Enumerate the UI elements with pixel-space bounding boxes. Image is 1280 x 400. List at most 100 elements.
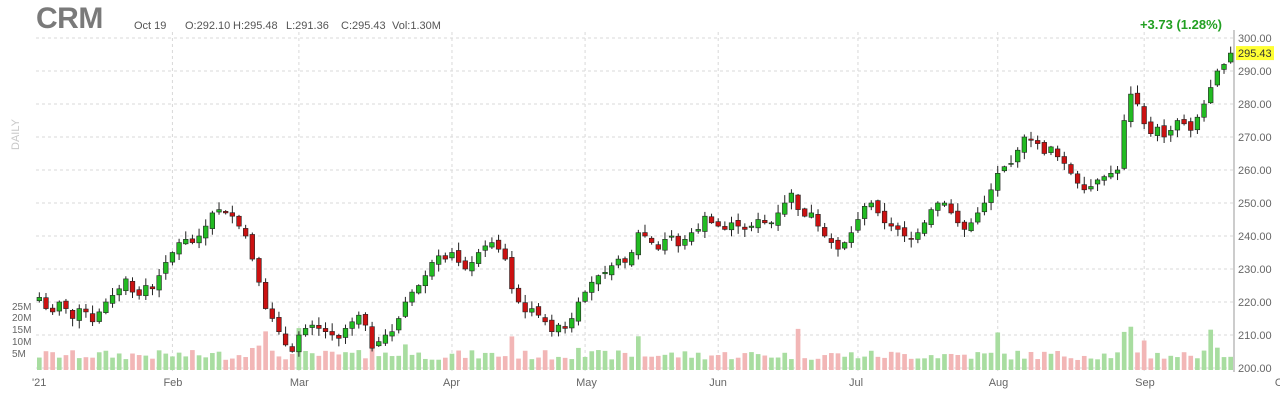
- volume-bar: [1168, 355, 1174, 370]
- candle-body: [875, 200, 881, 214]
- candle-body: [1101, 176, 1107, 181]
- volume-bar: [1095, 359, 1100, 370]
- volume-bar: [469, 350, 475, 370]
- volume-bar: [1048, 353, 1054, 370]
- candle-body: [1088, 186, 1094, 190]
- x-tick-label: Jul: [849, 377, 863, 389]
- volume-bar: [762, 355, 768, 370]
- candle-body: [1108, 173, 1114, 178]
- ohlc-date: Oct 19: [134, 20, 167, 32]
- volume-bar: [190, 350, 195, 370]
- volume-bar: [968, 358, 974, 370]
- volume-bar: [602, 350, 608, 370]
- candle-body: [1134, 92, 1141, 105]
- candle-body: [928, 209, 934, 225]
- volume-bar: [769, 357, 774, 370]
- candle-body: [589, 281, 595, 293]
- volume-bar: [442, 357, 448, 370]
- candle-body: [675, 235, 681, 247]
- candle-body: [1154, 126, 1161, 136]
- candle-body: [522, 302, 528, 313]
- candle-body: [629, 252, 635, 266]
- volume-bar: [942, 354, 947, 370]
- y-tick-label: 200.00: [1238, 363, 1272, 375]
- candle-body: [562, 326, 568, 329]
- volume-bar: [116, 353, 122, 370]
- candle-body: [169, 252, 176, 263]
- candle-body: [835, 239, 841, 250]
- candle-body: [96, 311, 102, 322]
- volume-bar: [1221, 357, 1227, 370]
- ohlc-low: L:291.36: [286, 20, 329, 32]
- candle-body: [735, 220, 741, 227]
- candle-body: [1201, 103, 1207, 118]
- candle-body: [50, 307, 56, 313]
- candle-body: [83, 308, 89, 313]
- candle-body: [76, 308, 82, 321]
- volume-bar: [496, 356, 501, 370]
- candle-body: [782, 202, 788, 215]
- candle-body: [975, 212, 981, 223]
- volume-bar: [715, 355, 721, 370]
- volume-bar: [848, 352, 854, 370]
- candle-body: [1141, 106, 1147, 125]
- volume-bar: [695, 352, 701, 370]
- candle-body: [988, 189, 994, 203]
- candle-body: [449, 252, 455, 259]
- volume-bar: [462, 357, 468, 370]
- candle-body: [329, 331, 335, 336]
- volume-bar: [1022, 358, 1027, 370]
- candle-body: [256, 258, 262, 283]
- candle-body: [389, 331, 395, 337]
- candle-body: [981, 202, 988, 213]
- candle-body: [249, 234, 255, 260]
- volume-bar: [369, 347, 375, 370]
- volume-bar: [303, 351, 308, 370]
- x-tick-label: Sep: [1135, 377, 1155, 389]
- x-tick-label: Jun: [709, 377, 727, 389]
- candle-body: [176, 242, 182, 255]
- candle-body: [376, 341, 382, 347]
- volume-bar: [709, 355, 714, 370]
- candle-body: [635, 232, 641, 256]
- candle-body: [828, 238, 834, 243]
- candle-body: [489, 242, 495, 248]
- candle-body: [322, 328, 329, 333]
- volume-bar: [1101, 353, 1107, 370]
- x-tick-label: Mar: [290, 377, 309, 389]
- candle-body: [655, 244, 661, 250]
- candle-body: [69, 310, 76, 319]
- volume-bar: [216, 351, 222, 370]
- volume-bar: [542, 350, 548, 370]
- y-tick-label: 280.00: [1238, 99, 1272, 111]
- volume-bar: [196, 355, 202, 370]
- candle-body: [515, 287, 522, 303]
- candle-body: [276, 317, 282, 333]
- candle-body: [908, 238, 914, 240]
- volume-bar: [722, 352, 728, 370]
- candle-body: [688, 232, 695, 242]
- volume-bar: [582, 356, 588, 370]
- volume-bar: [489, 352, 495, 370]
- candle-body: [1074, 173, 1081, 184]
- volume-bar: [962, 354, 967, 370]
- candle-body: [1181, 119, 1187, 125]
- volume-bar: [1128, 326, 1134, 370]
- volume-bar: [1201, 350, 1207, 370]
- volume-bar: [862, 356, 867, 370]
- candle-body: [1001, 166, 1008, 172]
- candle-body: [63, 300, 69, 309]
- candle-body: [1008, 163, 1014, 165]
- candle-body: [369, 326, 375, 349]
- volume-bar: [616, 350, 621, 370]
- x-tick-label: May: [576, 377, 597, 389]
- volume-bar: [156, 350, 162, 370]
- candle-body: [569, 318, 575, 329]
- volume-bar: [309, 353, 315, 370]
- candle-body: [768, 222, 775, 225]
- candle-body: [695, 229, 701, 232]
- candle-body: [316, 325, 322, 329]
- volume-bar: [70, 350, 75, 370]
- candle-body: [289, 346, 295, 352]
